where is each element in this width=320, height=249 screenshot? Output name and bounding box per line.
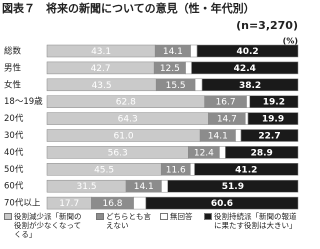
data-label: 16.8 [102,199,122,209]
data-label: 62.8 [116,98,136,108]
data-label: 64.3 [118,115,138,125]
bar-segment [133,196,147,210]
data-label: 43.1 [91,47,111,57]
y-tick-label: 50代 [4,164,24,175]
data-label: 16.7 [216,98,236,108]
legend-swatch [4,213,12,220]
legend-swatch [160,213,168,220]
data-label: 42.7 [91,64,111,74]
page: 図表７ 将来の新聞についての意見（性・年代別） (n=3,270) (%) 総数… [0,1,301,249]
data-label: 22.7 [258,132,280,142]
bar-segment [190,163,195,176]
data-label: 14.7 [217,115,237,125]
data-label: 15.5 [166,81,186,91]
data-label: 12.4 [194,148,214,158]
bar-segment [225,146,299,159]
y-tick-label: 30代 [4,130,24,141]
data-label: 17.7 [59,199,79,209]
data-label: 19.2 [263,98,285,108]
data-label: 43.5 [92,81,112,91]
bar-segment [185,61,192,75]
legend-item: 役割減少派「新聞の役割が少なくなってくる」 [4,212,82,239]
data-label: 56.3 [108,148,128,158]
bar-segment [145,196,299,210]
data-label: 40.2 [236,47,258,57]
y-tick-label: 20代 [4,113,24,124]
bar-segment [161,179,168,193]
y-tick-label: 男性 [4,62,22,73]
legend-item: 無回答 [160,212,200,221]
chart-title: 図表７ 将来の新聞についての意見（性・年代別） [2,1,255,15]
legend-swatch [204,213,212,220]
bar-segment [196,44,299,58]
bar-segment [191,61,299,75]
bar-segment [245,112,249,125]
data-label: 19.9 [262,115,284,125]
y-tick-label: 70代以上 [4,198,41,209]
bar-segment [167,179,299,193]
data-label: 12.5 [160,64,180,74]
legend-label: 役割持続派「新聞の報道に果たす役割は大きい」 [214,212,297,230]
y-tick-label: 60代 [4,181,24,192]
data-label: 38.2 [239,81,261,91]
chart: 図表７ 将来の新聞についての意見（性・年代別） (n=3,270) (%) 総数… [2,1,299,210]
bar-segment [246,95,251,108]
data-label: 60.6 [211,199,233,209]
legend: 役割減少派「新聞の役割が少なくなってくる」 どちらとも言えない 無回答 役割持続派「新… [0,212,301,249]
data-label: 41.2 [235,165,257,175]
legend-item: 役割持続派「新聞の報道に果たす役割は大きい」 [204,212,300,230]
data-label: 61.0 [114,132,134,142]
y-tick-label: 40代 [4,147,24,158]
y-tick-label: 総数 [4,46,22,57]
legend-swatch [96,213,104,220]
bar-segment [235,129,242,142]
data-label: 28.9 [251,148,273,158]
legend-label: 無回答 [170,212,193,221]
y-tick-label: 女性 [4,79,22,90]
bar-segment [249,95,299,108]
bar-segment [219,146,226,159]
data-label: 14.1 [163,47,183,57]
data-label: 42.4 [234,64,256,74]
data-label: 51.9 [222,182,244,192]
data-label: 31.5 [77,182,97,192]
bar-segment [247,112,299,125]
data-label: 11.6 [166,165,186,175]
bar-segment [190,44,198,58]
chart-subtitle: (n=3,270) [236,19,298,32]
data-label: 14.1 [208,132,228,142]
bar-segment [194,163,299,176]
bar-segment [201,78,299,92]
legend-item: どちらとも言えない [96,212,156,230]
data-label: 45.5 [94,165,114,175]
y-tick-label: 18～19歳 [4,96,43,107]
bar-segment [240,129,299,142]
legend-label: 役割減少派「新聞の役割が少なくなってくる」 [14,212,82,239]
bar-segment [194,78,203,92]
legend-label: どちらとも言えない [106,212,151,230]
data-label: 14.1 [134,182,154,192]
unit-label: (%) [283,37,298,46]
